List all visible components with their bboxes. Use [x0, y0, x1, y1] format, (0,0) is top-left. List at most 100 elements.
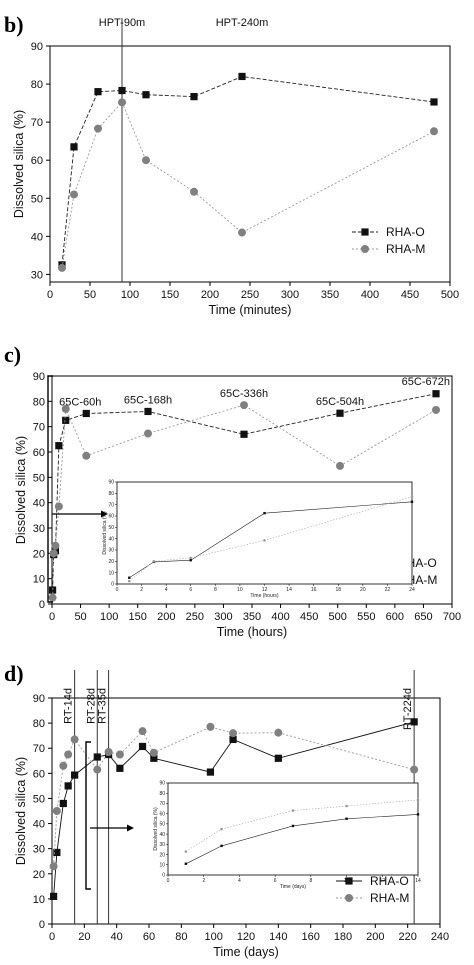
data-point-rha-m — [149, 748, 158, 757]
x-tick-label: 160 — [301, 931, 319, 943]
y-tick-label: 90 — [33, 693, 45, 705]
data-point-rha-m — [82, 451, 91, 460]
inset-y-tick-label: 50 — [108, 525, 114, 531]
data-point-rha-o — [430, 98, 438, 106]
data-point-rha-o — [336, 409, 344, 417]
y-tick-label: 20 — [33, 869, 45, 881]
x-tick-label: 300 — [281, 289, 299, 301]
annotation-label: 65C-504h — [316, 396, 364, 408]
data-point-rha-m — [58, 263, 66, 272]
inset-x-tick-label: 20 — [360, 587, 366, 593]
data-point-rha-m — [54, 502, 63, 511]
chart-0: 0 50 100 150 200 250 300 350 400 450 500 30 40 50 60 70… — [12, 17, 459, 317]
inset-point-rha-m — [220, 827, 223, 831]
inset-point-rha-m — [263, 539, 266, 542]
inset-y-tick-label: 60 — [108, 514, 114, 520]
inset-y-tick-label: 70 — [159, 801, 165, 807]
inset-x-tick-label: 22 — [385, 587, 391, 593]
y-tick-label: 70 — [33, 422, 45, 434]
legend: RHA-O RHA-M — [336, 874, 409, 905]
x-tick-label: 450 — [300, 611, 318, 623]
inset-point-rha-o — [345, 817, 348, 820]
inset-x-tick-label: 4 — [165, 587, 168, 593]
panel-label-b: b) — [4, 12, 24, 37]
x-tick-label: 150 — [129, 611, 147, 623]
inset-y-tick-label: 80 — [159, 791, 165, 797]
inset-point-rha-o — [128, 576, 131, 579]
legend-label: RHA-M — [370, 891, 409, 905]
x-tick-label: 250 — [186, 611, 204, 623]
data-point-rha-o — [59, 799, 67, 808]
x-tick-label: 550 — [357, 611, 375, 623]
x-tick-label: 50 — [84, 289, 96, 301]
inset-point-rha-m — [189, 556, 193, 560]
inset-series-line — [185, 799, 419, 852]
x-tick-label: 60 — [143, 931, 155, 943]
x-tick-label: 100 — [121, 289, 139, 301]
data-point-rha-o — [70, 143, 78, 151]
legend-marker — [345, 877, 353, 885]
data-point-rha-o — [150, 754, 158, 762]
data-point-rha-m — [70, 190, 78, 199]
data-point-rha-m — [59, 761, 68, 770]
x-tick-label: 120 — [237, 931, 255, 943]
inset-point-rha-m — [152, 560, 156, 563]
data-point-rha-m — [49, 862, 58, 871]
y-tick-label: 40 — [33, 819, 45, 831]
data-point-rha-o — [64, 782, 72, 790]
inset-point-rha-m — [184, 850, 188, 853]
inset-y-tick-label: 10 — [108, 570, 114, 576]
vline-label: RT-14d — [63, 688, 75, 724]
inset-y-tick-label: 60 — [159, 811, 165, 817]
x-tick-label: 250 — [241, 289, 259, 301]
inset-x-tick-label: 2 — [202, 878, 205, 884]
data-point-rha-o — [93, 753, 101, 761]
data-point-rha-m — [206, 722, 215, 731]
annotation-label: 65C-336h — [220, 388, 268, 400]
inset-y-tick-label: 20 — [108, 559, 114, 565]
inset-x-tick-label: 6 — [274, 878, 277, 884]
inset-y-axis-title: Dissolved silica (%) — [102, 511, 108, 555]
y-tick-label: 60 — [31, 155, 43, 167]
data-point-rha-m — [104, 747, 113, 756]
y-tick-label: 90 — [31, 41, 43, 53]
series-line-rha-m — [61, 101, 435, 268]
data-point-rha-o — [138, 742, 147, 751]
x-tick-label: 200 — [366, 931, 384, 943]
x-tick-label: 100 — [204, 931, 222, 943]
y-tick-label: 50 — [33, 472, 45, 484]
x-axis-title: Time (days) — [213, 945, 279, 959]
data-point-rha-m — [94, 124, 102, 133]
inset-y-tick-label: 40 — [108, 536, 114, 542]
inset-point-rha-m — [410, 495, 414, 499]
inset-y-tick-label: 20 — [159, 852, 165, 858]
x-tick-label: 500 — [329, 611, 347, 623]
data-point-rha-m — [274, 728, 283, 737]
y-tick-label: 50 — [33, 793, 45, 805]
inset-y-tick-label: 30 — [108, 548, 114, 554]
annotation-label: 65C-168h — [124, 394, 172, 406]
inset-x-tick-label: 6 — [189, 587, 192, 593]
inset-point-rha-o — [184, 862, 188, 865]
chart-1: 0 50 100 150 200 250 300 350 400 450 500 550 600 650 7… — [14, 371, 461, 639]
y-tick-label: 70 — [33, 743, 45, 755]
y-axis-title: Dissolved silica (%) — [12, 110, 26, 218]
data-point-rha-m — [115, 750, 124, 759]
data-point-rha-m — [118, 98, 126, 107]
series-line-rha-o — [61, 76, 435, 265]
legend-label: RHA-O — [370, 874, 409, 888]
x-tick-label: 700 — [443, 611, 461, 623]
y-tick-label: 10 — [33, 574, 45, 586]
x-tick-label: 600 — [386, 611, 404, 623]
inset-y-tick-label: 0 — [111, 582, 114, 588]
data-point-rha-o — [53, 848, 61, 857]
x-tick-label: 140 — [269, 931, 287, 943]
inset-frame — [116, 481, 413, 585]
y-tick-label: 30 — [31, 269, 43, 281]
x-tick-label: 40 — [111, 931, 123, 943]
y-axis-title: Dissolved silica (%) — [14, 436, 28, 544]
y-tick-label: 60 — [33, 768, 45, 780]
data-point-rha-m — [64, 750, 73, 759]
x-tick-label: 180 — [334, 931, 352, 943]
